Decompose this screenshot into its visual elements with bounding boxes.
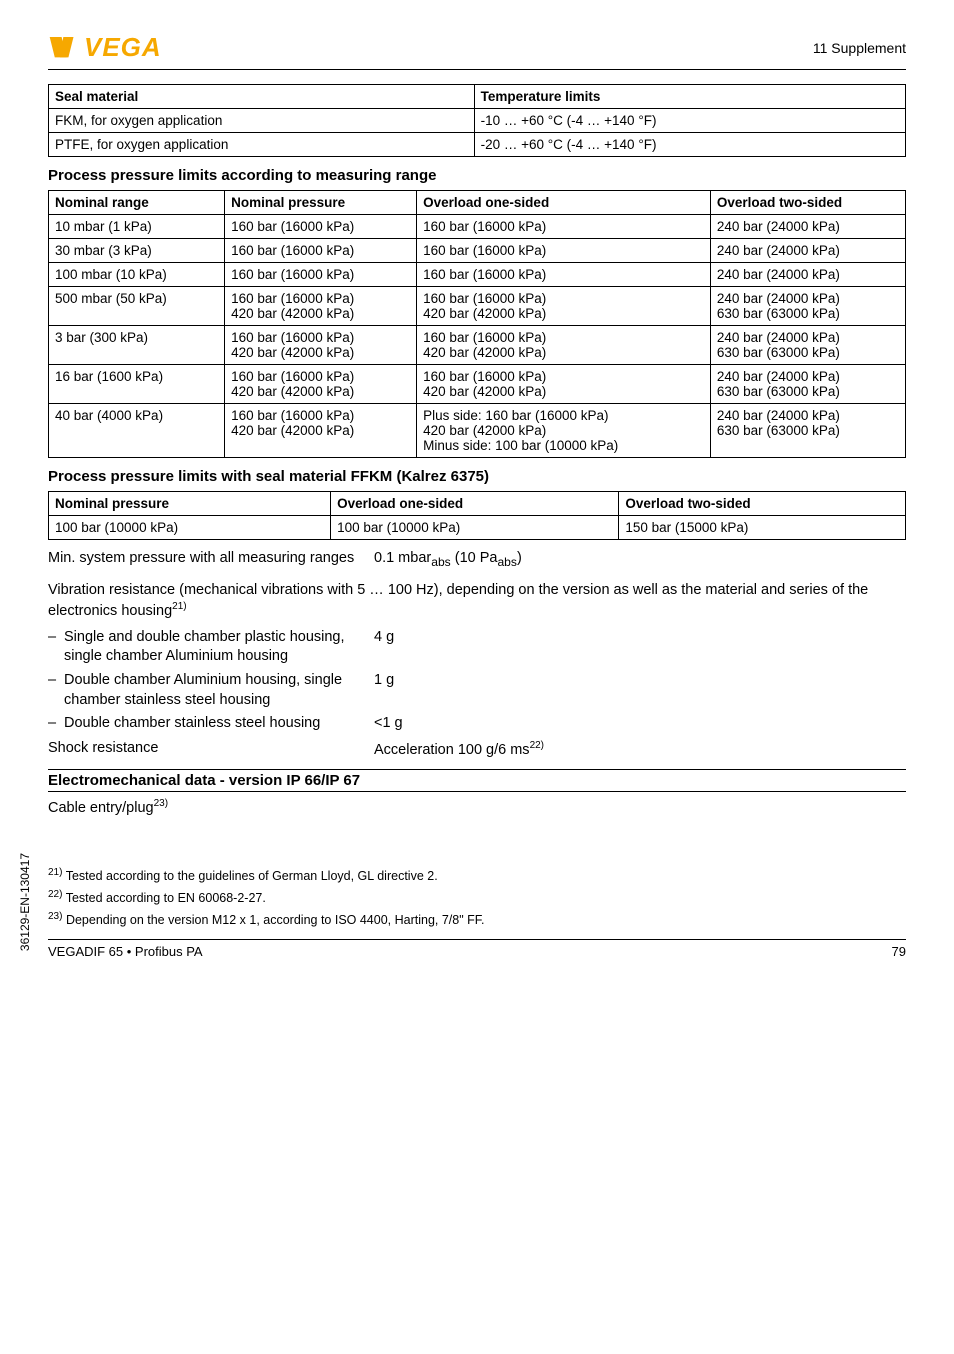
table-row: FKM, for oxygen application -10 … +60 °C…: [49, 109, 906, 133]
table-cell: 160 bar (16000 kPa)420 bar (42000 kPa): [225, 365, 417, 404]
process-pressure-table: Nominal range Nominal pressure Overload …: [48, 190, 906, 458]
table-cell: 30 mbar (3 kPa): [49, 239, 225, 263]
table-cell: -20 … +60 °C (-4 … +140 °F): [474, 133, 905, 157]
item-label: Double chamber stainless steel housing: [64, 714, 374, 734]
table-cell: 150 bar (15000 kPa): [619, 516, 906, 540]
ffkm-table: Nominal pressure Overload one-sided Over…: [48, 491, 906, 540]
footer-divider: [48, 939, 906, 940]
min-system-pressure-label: Min. system pressure with all measuring …: [48, 550, 374, 569]
table-cell: 240 bar (24000 kPa)630 bar (63000 kPa): [710, 365, 905, 404]
list-item: –Double chamber stainless steel housing<…: [48, 714, 906, 734]
section-heading: Process pressure limits with seal materi…: [48, 468, 906, 485]
table-cell: 40 bar (4000 kPa): [49, 404, 225, 458]
logo-text: VEGA: [84, 32, 162, 63]
table-cell: 240 bar (24000 kPa): [710, 263, 905, 287]
table-row: 500 mbar (50 kPa)160 bar (16000 kPa)420 …: [49, 287, 906, 326]
vibration-text: Vibration resistance (mechanical vibrati…: [48, 581, 906, 622]
table-cell: 160 bar (16000 kPa): [225, 263, 417, 287]
footnote: 21) Tested according to the guidelines o…: [48, 866, 906, 886]
table-cell: 100 bar (10000 kPa): [331, 516, 619, 540]
table-cell: 160 bar (16000 kPa): [225, 239, 417, 263]
em-divider-bottom: [48, 791, 906, 792]
table-row: 3 bar (300 kPa)160 bar (16000 kPa)420 ba…: [49, 326, 906, 365]
table-cell: 160 bar (16000 kPa)420 bar (42000 kPa): [225, 287, 417, 326]
dash-icon: –: [48, 714, 64, 734]
dash-icon: –: [48, 671, 64, 691]
table-cell: Plus side: 160 bar (16000 kPa)420 bar (4…: [417, 404, 711, 458]
shock-resistance-row: Shock resistance Acceleration 100 g/6 ms…: [48, 740, 906, 758]
table-header: Nominal range: [49, 191, 225, 215]
item-value: 1 g: [374, 671, 906, 691]
shock-value: Acceleration 100 g/6 ms22): [374, 740, 544, 758]
min-system-pressure-row: Min. system pressure with all measuring …: [48, 550, 906, 569]
list-item: –Single and double chamber plastic housi…: [48, 628, 906, 667]
table-row: 10 mbar (1 kPa)160 bar (16000 kPa)160 ba…: [49, 215, 906, 239]
item-label: Double chamber Aluminium housing, single…: [64, 671, 374, 710]
table-cell: 240 bar (24000 kPa)630 bar (63000 kPa): [710, 287, 905, 326]
cable-entry-row: Cable entry/plug23): [48, 798, 906, 816]
table-row: PTFE, for oxygen application -20 … +60 °…: [49, 133, 906, 157]
footer: VEGADIF 65 • Profibus PA 79: [48, 942, 906, 959]
table-cell: -10 … +60 °C (-4 … +140 °F): [474, 109, 905, 133]
footnote: 22) Tested according to EN 60068-2-27.: [48, 888, 906, 908]
em-divider-top: [48, 769, 906, 770]
header-section-label: 11 Supplement: [813, 40, 906, 56]
table-cell: 16 bar (1600 kPa): [49, 365, 225, 404]
table-header: Temperature limits: [474, 85, 905, 109]
table-cell: 3 bar (300 kPa): [49, 326, 225, 365]
table-header: Nominal pressure: [225, 191, 417, 215]
seal-material-table: Seal material Temperature limits FKM, fo…: [48, 84, 906, 157]
page-header: VEGA 11 Supplement: [48, 32, 906, 63]
list-item: –Double chamber Aluminium housing, singl…: [48, 671, 906, 710]
table-cell: 160 bar (16000 kPa): [417, 239, 711, 263]
table-cell: PTFE, for oxygen application: [49, 133, 475, 157]
shock-label: Shock resistance: [48, 740, 374, 758]
table-header: Overload one-sided: [331, 492, 619, 516]
table-cell: 240 bar (24000 kPa): [710, 239, 905, 263]
table-header: Overload one-sided: [417, 191, 711, 215]
logo: VEGA: [48, 32, 162, 63]
item-value: <1 g: [374, 714, 906, 734]
table-cell: 160 bar (16000 kPa)420 bar (42000 kPa): [417, 287, 711, 326]
table-cell: 160 bar (16000 kPa)420 bar (42000 kPa): [225, 326, 417, 365]
table-header: Nominal pressure: [49, 492, 331, 516]
em-heading: Electromechanical data - version IP 66/I…: [48, 772, 906, 789]
table-cell: 100 mbar (10 kPa): [49, 263, 225, 287]
table-cell: 100 bar (10000 kPa): [49, 516, 331, 540]
page-number: 79: [892, 944, 906, 959]
section-heading: Process pressure limits according to mea…: [48, 167, 906, 184]
table-cell: 160 bar (16000 kPa): [417, 215, 711, 239]
item-value: 4 g: [374, 628, 906, 648]
table-header: Overload two-sided: [619, 492, 906, 516]
table-cell: 240 bar (24000 kPa)630 bar (63000 kPa): [710, 326, 905, 365]
table-row: 16 bar (1600 kPa)160 bar (16000 kPa)420 …: [49, 365, 906, 404]
table-row: 30 mbar (3 kPa)160 bar (16000 kPa)160 ba…: [49, 239, 906, 263]
table-cell: 160 bar (16000 kPa): [225, 215, 417, 239]
table-row: 100 mbar (10 kPa)160 bar (16000 kPa)160 …: [49, 263, 906, 287]
table-cell: 10 mbar (1 kPa): [49, 215, 225, 239]
table-row: 100 bar (10000 kPa) 100 bar (10000 kPa) …: [49, 516, 906, 540]
table-header: Seal material: [49, 85, 475, 109]
table-cell: FKM, for oxygen application: [49, 109, 475, 133]
table-cell: 240 bar (24000 kPa): [710, 215, 905, 239]
logo-mark-icon: [48, 35, 82, 61]
table-cell: 160 bar (16000 kPa)420 bar (42000 kPa): [417, 326, 711, 365]
dash-icon: –: [48, 628, 64, 648]
table-cell: 240 bar (24000 kPa)630 bar (63000 kPa): [710, 404, 905, 458]
footer-left: VEGADIF 65 • Profibus PA: [48, 944, 203, 959]
table-cell: 160 bar (16000 kPa): [417, 263, 711, 287]
table-cell: 500 mbar (50 kPa): [49, 287, 225, 326]
table-cell: 160 bar (16000 kPa)420 bar (42000 kPa): [417, 365, 711, 404]
table-cell: 160 bar (16000 kPa)420 bar (42000 kPa): [225, 404, 417, 458]
footnotes: 21) Tested according to the guidelines o…: [48, 866, 906, 929]
footnote: 23) Depending on the version M12 x 1, ac…: [48, 910, 906, 930]
doc-id-vertical: 36129-EN-130417: [18, 853, 32, 951]
item-label: Single and double chamber plastic housin…: [64, 628, 374, 667]
table-header: Overload two-sided: [710, 191, 905, 215]
min-system-pressure-value: 0.1 mbarabs (10 Paabs): [374, 550, 522, 569]
table-row: 40 bar (4000 kPa)160 bar (16000 kPa)420 …: [49, 404, 906, 458]
header-divider: [48, 69, 906, 70]
